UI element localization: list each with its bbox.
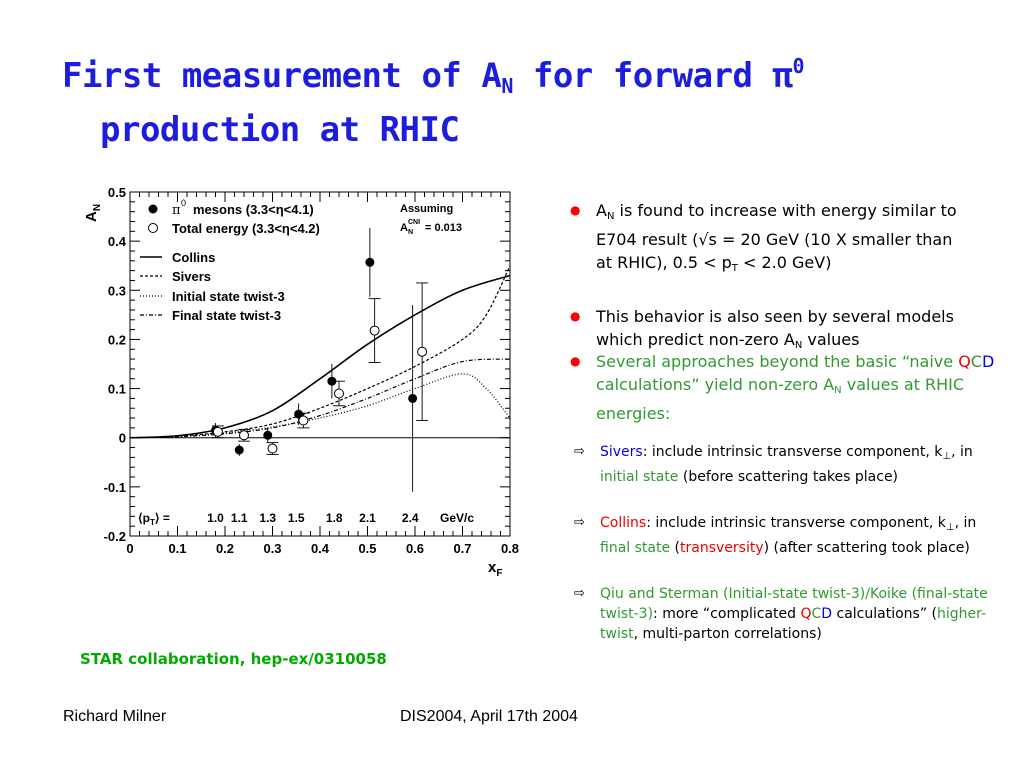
footer-event: DIS2004, April 17th 2004 <box>400 708 578 725</box>
curve-collins <box>129 274 511 439</box>
y-tick-label: 0.3 <box>108 283 126 298</box>
arrow-right-icon: ⇨ <box>574 444 585 459</box>
x-tick-label: 0.1 <box>168 541 186 556</box>
legend-pi0-label: mesons (3.3<η<4.1) <box>193 202 314 217</box>
x-tick-label: 0.7 <box>453 541 471 556</box>
slide-title-line2: production at RHIC <box>100 110 460 150</box>
data-points <box>211 227 429 492</box>
pt-unit: GeV/c <box>440 511 474 525</box>
footer-author: Richard Milner <box>63 708 167 725</box>
y-tick-label: 0.5 <box>108 185 126 200</box>
legend-cni-value: = 0.013 <box>425 222 462 234</box>
arrow-right-icon: ⇨ <box>574 586 585 601</box>
pt-value: 1.5 <box>288 511 305 525</box>
sub-bullet-collins: ⇨ Collins: include intrinsic transverse … <box>574 515 977 556</box>
filled-circle-point <box>408 393 418 403</box>
axis-labels: AN xF <box>83 204 502 579</box>
pt-value: 1.1 <box>231 511 248 525</box>
x-tick-label: 0 <box>126 541 133 556</box>
x-tick-label: 0.2 <box>216 541 234 556</box>
filled-circle-point <box>365 257 375 267</box>
open-circle-point <box>267 443 278 454</box>
open-circle-point <box>212 426 223 437</box>
open-circle-point <box>334 388 344 399</box>
legend-assuming: Assuming <box>400 203 453 215</box>
curve-final-state-twist-3 <box>129 358 511 439</box>
bullet-dot-icon: ● <box>570 354 581 368</box>
legend-pi0-sup: 0 <box>181 198 186 208</box>
y-tick-label: -0.2 <box>104 529 126 544</box>
x-tick-label: 0.4 <box>311 541 330 556</box>
legend-pi0-symbol: π <box>172 203 181 218</box>
slide-title: First measurement of AN for forward π0 p… <box>62 44 962 152</box>
theory-curves <box>129 265 511 439</box>
legend-sivers-label: Sivers <box>172 269 211 284</box>
pt-label: ⟨pT⟩ = <box>138 511 170 527</box>
x-tick-label: 0.8 <box>501 541 519 556</box>
y-tick-label: -0.1 <box>104 480 126 495</box>
pt-value: 2.4 <box>402 511 419 525</box>
chart-axes: -0.2 -0.1 0 0.1 0.2 0.3 0.4 0.5 0 0.1 0.2 0.3 0.4 0.5… <box>104 185 519 556</box>
x-axis-label: xF <box>488 559 502 579</box>
pt-value: 1.8 <box>326 511 343 525</box>
open-circle-point <box>417 346 428 357</box>
legend-cni-sup: CNI <box>408 219 420 226</box>
legend-pi0-marker <box>148 204 158 214</box>
y-tick-label: 0.4 <box>108 234 127 249</box>
arrow-right-icon: ⇨ <box>574 515 585 530</box>
open-circle-point <box>239 430 249 441</box>
chart-legend: π 0 mesons (3.3<η<4.1) Total energy (3.3… <box>140 198 462 323</box>
legend-twist3-initial-label: Initial state twist-3 <box>172 289 285 304</box>
pt-value: 1.0 <box>207 511 224 525</box>
pt-row: ⟨pT⟩ = GeV/c 1.0 1.1 1.3 1.5 1.8 2.1 2.4 <box>138 511 474 527</box>
legend-collins-label: Collins <box>172 250 215 265</box>
x-tick-label: 0.5 <box>358 541 376 556</box>
open-circle-point <box>369 325 380 336</box>
sub-bullet-twist3: ⇨ Qiu and Sterman (Initial-state twist-3… <box>574 586 988 642</box>
y-axis-label: AN <box>83 204 103 222</box>
x-tick-label: 0.6 <box>406 541 424 556</box>
legend-cni-a: A <box>400 222 408 234</box>
open-circle-point <box>298 415 309 426</box>
pt-value: 1.3 <box>259 511 276 525</box>
bullet-dot-icon: ● <box>570 203 581 217</box>
filled-circle-point <box>263 430 273 440</box>
y-tick-label: 0.2 <box>108 332 126 347</box>
filled-circle-point <box>234 445 244 455</box>
curve-initial-state-twist-3 <box>129 373 511 439</box>
y-tick-label: 0 <box>119 431 126 446</box>
sub-bullet-sivers: ⇨ Sivers: include intrinsic transverse c… <box>574 444 973 485</box>
legend-total-label: Total energy (3.3<η<4.2) <box>172 221 320 236</box>
y-tick-label: 0.1 <box>108 382 126 397</box>
pt-value: 2.1 <box>359 511 376 525</box>
x-tick-label: 0.3 <box>263 541 281 556</box>
legend-total-marker <box>148 223 158 233</box>
legend-cni-sub: N <box>408 229 413 236</box>
bullet-dot-icon: ● <box>570 309 581 323</box>
filled-circle-point <box>327 376 337 386</box>
bullet-2: ● This behavior is also seen by several … <box>570 307 954 351</box>
legend-twist3-final-label: Final state twist-3 <box>172 308 281 323</box>
bullet-3: ● Several approaches beyond the basic “n… <box>570 352 995 423</box>
curve-sivers <box>129 265 511 439</box>
bullet-1: ● AN is found to increase with energy si… <box>570 201 957 274</box>
reference-citation: STAR collaboration, hep-ex/0310058 <box>80 650 387 668</box>
